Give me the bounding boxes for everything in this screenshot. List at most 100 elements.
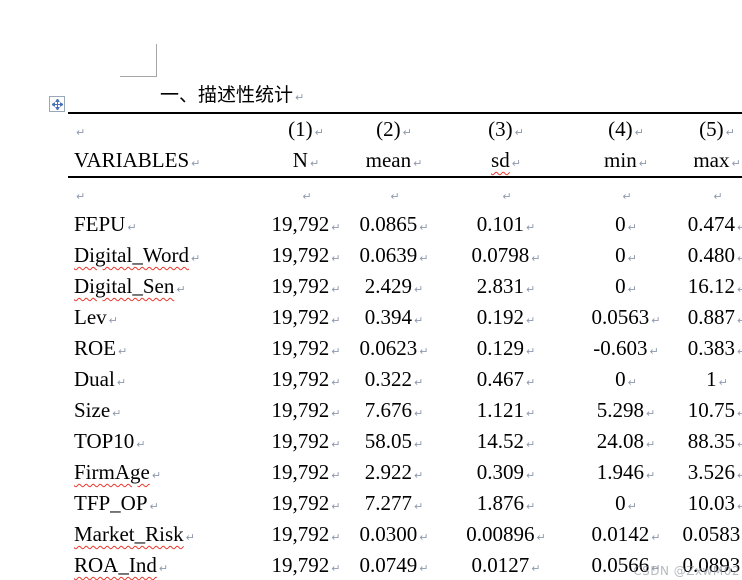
min-value: 0 <box>615 274 626 298</box>
sd-value-cell[interactable]: 0.129 ↵ <box>434 333 578 364</box>
variable-name-cell[interactable]: Dual ↵ <box>68 364 258 395</box>
empty-cell[interactable]: ↵ <box>68 177 258 209</box>
sd-value-cell[interactable]: 0.00896 ↵ <box>434 519 578 550</box>
n-value-cell[interactable]: 19,792 ↵ <box>258 395 354 426</box>
max-value-cell[interactable]: 0.474 ↵ <box>674 209 742 240</box>
column-label-cell[interactable]: sd ↵ <box>434 145 578 177</box>
n-value-cell[interactable]: 19,792 ↵ <box>258 457 354 488</box>
min-value-cell[interactable]: 1.946 ↵ <box>578 457 674 488</box>
n-value-cell[interactable]: 19,792 ↵ <box>258 302 354 333</box>
mean-value-cell[interactable]: 0.322 ↵ <box>354 364 434 395</box>
column-number-cell[interactable]: ↵ <box>68 113 258 145</box>
empty-cell[interactable]: ↵ <box>674 177 742 209</box>
variable-name-cell[interactable]: Digital_Sen ↵ <box>68 271 258 302</box>
min-value-cell[interactable]: 0 ↵ <box>578 364 674 395</box>
min-value-cell[interactable]: 0 ↵ <box>578 271 674 302</box>
min-value-cell[interactable]: 0.0566 ↵ <box>578 550 674 580</box>
mean-value: 0.0300 <box>359 522 418 546</box>
mean-value-cell[interactable]: 2.429 ↵ <box>354 271 434 302</box>
variable-name-cell[interactable]: TFP_OP ↵ <box>68 488 258 519</box>
section-title[interactable]: 一、描述性统计 <box>160 85 294 106</box>
column-label-cell[interactable]: min ↵ <box>578 145 674 177</box>
variable-name-cell[interactable]: FirmAge ↵ <box>68 457 258 488</box>
variable-name-cell[interactable]: Lev ↵ <box>68 302 258 333</box>
n-value-cell[interactable]: 19,792 ↵ <box>258 333 354 364</box>
table-move-handle-icon[interactable] <box>49 96 65 112</box>
max-value-cell[interactable]: 0.0583↵ <box>674 519 742 550</box>
mean-value-cell[interactable]: 0.0749 ↵ <box>354 550 434 580</box>
variable-name-cell[interactable]: TOP10 ↵ <box>68 426 258 457</box>
max-value-cell[interactable]: 3.526 ↵ <box>674 457 742 488</box>
column-label-cell[interactable]: max ↵ <box>674 145 742 177</box>
max-value-cell[interactable]: 16.12 ↵ <box>674 271 742 302</box>
empty-cell[interactable]: ↵ <box>578 177 674 209</box>
column-number-cell[interactable]: (1) ↵ <box>258 113 354 145</box>
sd-value-cell[interactable]: 1.121 ↵ <box>434 395 578 426</box>
sd-value-cell[interactable]: 2.831 ↵ <box>434 271 578 302</box>
mean-value-cell[interactable]: 58.05 ↵ <box>354 426 434 457</box>
min-value-cell[interactable]: 24.08 ↵ <box>578 426 674 457</box>
n-value-cell[interactable]: 19,792 ↵ <box>258 519 354 550</box>
variable-name-cell[interactable]: Market_Risk ↵ <box>68 519 258 550</box>
max-value-cell[interactable]: 0.0893↵ <box>674 550 742 580</box>
mean-value-cell[interactable]: 0.0623 ↵ <box>354 333 434 364</box>
empty-cell[interactable]: ↵ <box>434 177 578 209</box>
sd-value-cell[interactable]: 0.467 ↵ <box>434 364 578 395</box>
min-value-cell[interactable]: 5.298 ↵ <box>578 395 674 426</box>
variable-name-cell[interactable]: ROA_Ind ↵ <box>68 550 258 580</box>
n-value-cell[interactable]: 19,792 ↵ <box>258 488 354 519</box>
variable-name-cell[interactable]: FEPU ↵ <box>68 209 258 240</box>
min-value-cell[interactable]: 0 ↵ <box>578 488 674 519</box>
min-value-cell[interactable]: 0.0142 ↵ <box>578 519 674 550</box>
column-label-cell[interactable]: mean ↵ <box>354 145 434 177</box>
max-value-cell[interactable]: 88.35 ↵ <box>674 426 742 457</box>
mean-value-cell[interactable]: 0.0865 ↵ <box>354 209 434 240</box>
column-number-cell[interactable]: (5) ↵ <box>674 113 742 145</box>
sd-value-cell[interactable]: 0.309 ↵ <box>434 457 578 488</box>
n-value-cell[interactable]: 19,792 ↵ <box>258 364 354 395</box>
n-value-cell[interactable]: 19,792 ↵ <box>258 550 354 580</box>
column-number-cell[interactable]: (3) ↵ <box>434 113 578 145</box>
variable-name-cell[interactable]: ROE ↵ <box>68 333 258 364</box>
n-value-cell[interactable]: 19,792 ↵ <box>258 271 354 302</box>
max-value-cell[interactable]: 0.383 ↵ <box>674 333 742 364</box>
mean-value-cell[interactable]: 0.0639 ↵ <box>354 240 434 271</box>
min-value-cell[interactable]: 0.0563 ↵ <box>578 302 674 333</box>
max-value-cell[interactable]: 10.75 ↵ <box>674 395 742 426</box>
variable-name: TOP10 <box>74 429 135 453</box>
min-value-cell[interactable]: -0.603 ↵ <box>578 333 674 364</box>
column-label-cell[interactable]: N ↵ <box>258 145 354 177</box>
sd-value-cell[interactable]: 0.101 ↵ <box>434 209 578 240</box>
mean-value-cell[interactable]: 7.277 ↵ <box>354 488 434 519</box>
column-number-cell[interactable]: (4) ↵ <box>578 113 674 145</box>
max-value-cell[interactable]: 10.03 ↵ <box>674 488 742 519</box>
n-value-cell[interactable]: 19,792 ↵ <box>258 240 354 271</box>
sd-value-cell[interactable]: 0.0127 ↵ <box>434 550 578 580</box>
empty-cell[interactable]: ↵ <box>258 177 354 209</box>
mean-value-cell[interactable]: 0.394 ↵ <box>354 302 434 333</box>
mean-value-cell[interactable]: 0.0300 ↵ <box>354 519 434 550</box>
n-value-cell[interactable]: 19,792 ↵ <box>258 209 354 240</box>
empty-cell[interactable]: ↵ <box>354 177 434 209</box>
mean-value-cell[interactable]: 7.676 ↵ <box>354 395 434 426</box>
mean-value-cell[interactable]: 2.922 ↵ <box>354 457 434 488</box>
max-value-cell[interactable]: 0.480 ↵ <box>674 240 742 271</box>
sd-value: 0.192 <box>476 305 525 329</box>
column-number-cell[interactable]: (2) ↵ <box>354 113 434 145</box>
n-value-cell[interactable]: 19,792 ↵ <box>258 426 354 457</box>
end-of-cell-mark: ↵ <box>737 438 742 451</box>
min-value-cell[interactable]: 0 ↵ <box>578 209 674 240</box>
variable-name-cell[interactable]: Size ↵ <box>68 395 258 426</box>
descriptive-statistics-table[interactable]: ↵ (1) ↵ (2) ↵ (3) ↵ (4) ↵ (5) ↵ VARIABLES ↵ N ↵ mean ↵ s… <box>68 112 742 580</box>
sd-value-cell[interactable]: 14.52 ↵ <box>434 426 578 457</box>
sd-value-cell[interactable]: 1.876 ↵ <box>434 488 578 519</box>
sd-value-cell[interactable]: 0.192 ↵ <box>434 302 578 333</box>
max-value-cell[interactable]: 1 ↵ <box>674 364 742 395</box>
min-value-cell[interactable]: 0 ↵ <box>578 240 674 271</box>
variable-name-cell[interactable]: Digital_Word ↵ <box>68 240 258 271</box>
variable-name: FEPU <box>74 212 126 236</box>
sd-value-cell[interactable]: 0.0798 ↵ <box>434 240 578 271</box>
max-value-cell[interactable]: 0.887 ↵ <box>674 302 742 333</box>
column-label-cell[interactable]: VARIABLES ↵ <box>68 145 258 177</box>
